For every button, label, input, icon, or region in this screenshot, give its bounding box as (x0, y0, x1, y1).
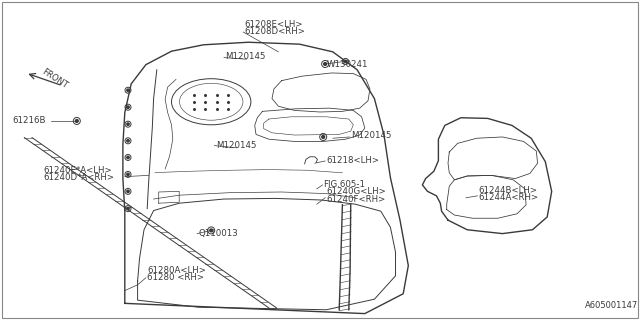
Circle shape (322, 136, 324, 138)
Circle shape (76, 120, 78, 122)
Text: 61216B: 61216B (13, 116, 46, 125)
Text: M120145: M120145 (225, 52, 266, 61)
Text: 61244B<LH>: 61244B<LH> (479, 186, 538, 195)
Text: 61240F<RH>: 61240F<RH> (326, 195, 386, 204)
Text: M120145: M120145 (351, 132, 391, 140)
Text: 61208E<LH>: 61208E<LH> (244, 20, 303, 29)
Circle shape (127, 156, 129, 159)
Text: 61240G<LH>: 61240G<LH> (326, 188, 386, 196)
Text: 61280 <RH>: 61280 <RH> (147, 273, 204, 282)
Text: 61240E*A<LH>: 61240E*A<LH> (44, 166, 112, 175)
Circle shape (210, 229, 212, 232)
Text: FIG.605-1: FIG.605-1 (323, 180, 365, 189)
Circle shape (127, 106, 129, 108)
Circle shape (127, 89, 129, 92)
Text: Q110013: Q110013 (198, 229, 238, 238)
Circle shape (127, 123, 129, 125)
Text: W130241: W130241 (326, 60, 368, 69)
Text: FRONT: FRONT (40, 67, 68, 90)
Circle shape (127, 207, 129, 210)
Circle shape (324, 63, 326, 65)
Circle shape (127, 173, 129, 176)
Text: M120145: M120145 (216, 141, 256, 150)
Circle shape (127, 140, 129, 142)
Text: 61280A<LH>: 61280A<LH> (147, 266, 206, 275)
Text: 61218<LH>: 61218<LH> (326, 156, 380, 165)
Text: A605001147: A605001147 (585, 301, 638, 310)
Text: 61240D*A<RH>: 61240D*A<RH> (44, 173, 115, 182)
Circle shape (127, 190, 129, 193)
Circle shape (344, 60, 347, 63)
Text: 61208D<RH>: 61208D<RH> (244, 27, 305, 36)
Text: 61244A<RH>: 61244A<RH> (479, 193, 539, 202)
